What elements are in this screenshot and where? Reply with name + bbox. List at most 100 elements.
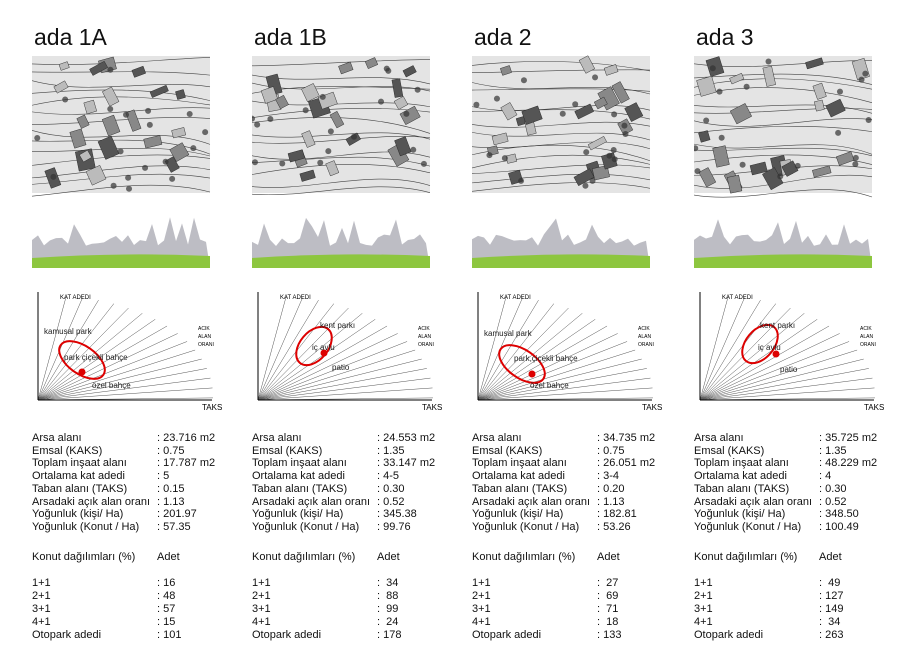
tree xyxy=(142,164,149,171)
contour xyxy=(32,107,211,115)
contour xyxy=(32,117,211,125)
zone-label: kent parkı xyxy=(320,321,355,330)
stat-row: Yoğunluk (Konut / Ha): 53.26 xyxy=(472,520,631,533)
density-diagram: KAKS TAKS KAT ADEDI ACIK ALAN ORANI kamusal pa… xyxy=(32,291,222,412)
zone-label: park,çiçekli bahçe xyxy=(514,354,578,363)
ray xyxy=(477,368,647,401)
column-title: ada 1A xyxy=(34,24,107,50)
building xyxy=(171,127,187,139)
stat-row: Arsa alanı: 35.725 m2 xyxy=(694,432,877,444)
distribution-row: Otopark adedi: 263 xyxy=(694,629,843,641)
tree xyxy=(606,152,613,159)
zone-dot xyxy=(78,368,86,376)
contour xyxy=(694,118,873,127)
tree xyxy=(794,162,801,169)
ray xyxy=(699,325,830,401)
building xyxy=(578,55,596,74)
building xyxy=(611,81,630,104)
tree xyxy=(610,147,617,154)
contour xyxy=(472,173,651,184)
tree xyxy=(317,159,324,166)
stat-row-label: Emsal (KAKS) xyxy=(472,444,543,457)
ray xyxy=(37,349,196,401)
y-axis-label: KAKS xyxy=(32,291,34,310)
tree xyxy=(777,173,784,180)
contour xyxy=(694,174,873,189)
x-axis-label: TAKS xyxy=(642,403,662,412)
ray xyxy=(477,299,539,401)
stat-row-label: Yoğunluk (kişi/ Ha) xyxy=(694,508,786,521)
stat-row: Ortalama kat adedi: 4 xyxy=(694,470,831,482)
stat-row-label: Taban alanı (TAKS) xyxy=(472,482,568,495)
stat-row-value: : 100.49 xyxy=(819,520,859,533)
distribution-row: Otopark adedi: 178 xyxy=(252,629,401,641)
contour xyxy=(32,184,211,197)
stat-row-label: Yoğunluk (Konut / Ha) xyxy=(472,520,580,533)
stat-row: Arsa alanı: 23.716 m2 xyxy=(32,432,215,444)
tree xyxy=(302,107,309,114)
stat-row: Ortalama kat adedi: 5 xyxy=(32,470,169,482)
distribution-row-label: 4+1 xyxy=(694,616,713,628)
tree xyxy=(403,110,410,117)
zone-ellipse xyxy=(58,340,106,380)
ray xyxy=(699,333,840,401)
stat-row-value: : 0.52 xyxy=(819,495,847,508)
building xyxy=(299,169,316,182)
distribution-row-label: 1+1 xyxy=(472,577,491,589)
tree xyxy=(493,95,500,102)
distribution-header: Konut dağılımları (%) Adet xyxy=(252,551,400,563)
building xyxy=(164,156,180,173)
distribution-row-label: 2+1 xyxy=(32,590,51,602)
building xyxy=(131,65,147,78)
top-axis-label: KAT ADEDI xyxy=(722,295,753,301)
distribution-row: Otopark adedi: 133 xyxy=(472,629,621,641)
building xyxy=(729,72,745,85)
contour xyxy=(32,57,211,65)
stat-row-value: : 17.787 m2 xyxy=(157,457,216,470)
tree xyxy=(125,174,132,181)
ray xyxy=(477,341,628,401)
contour xyxy=(32,80,211,88)
tree xyxy=(694,145,699,152)
ray xyxy=(477,333,618,401)
building xyxy=(260,86,279,104)
tree xyxy=(325,148,332,155)
distribution-row-value: : 27 xyxy=(597,577,619,589)
stat-row-label: Arsadaki açık alan oranı xyxy=(472,495,591,508)
zone-label: kent parkı xyxy=(760,321,795,330)
tree xyxy=(50,173,57,180)
density-diagram: KAKS TAKS KAT ADEDI ACIK ALAN ORANI kent parkı… xyxy=(694,291,884,412)
distribution-row-label: 1+1 xyxy=(252,577,271,589)
tree xyxy=(611,156,618,163)
contour xyxy=(252,178,431,188)
contour xyxy=(694,189,873,198)
distribution-header-label: Konut dağılımları (%) xyxy=(252,551,356,563)
stat-row-value: : 48.229 m2 xyxy=(819,457,878,470)
ray xyxy=(699,387,875,401)
ray xyxy=(699,341,850,401)
tree xyxy=(862,70,869,77)
ray xyxy=(257,313,363,401)
building xyxy=(102,86,120,107)
zone-label: patio xyxy=(332,363,350,372)
distribution-header: Konut dağılımları (%) Adet xyxy=(472,551,620,563)
building xyxy=(729,103,753,125)
stat-row-label: Emsal (KAKS) xyxy=(252,444,323,457)
building xyxy=(491,132,509,146)
ray xyxy=(477,313,583,401)
stat-row: Emsal (KAKS): 0.75 xyxy=(472,444,625,457)
x-axis-label: TAKS xyxy=(864,403,884,412)
ray xyxy=(257,299,319,401)
distribution-row-label: 3+1 xyxy=(252,603,271,615)
building xyxy=(143,135,163,149)
distribution-row: 2+1: 69 xyxy=(472,590,618,602)
tree xyxy=(739,161,746,168)
ray xyxy=(37,333,178,401)
ray xyxy=(257,349,416,401)
stat-row-value: : 0.30 xyxy=(377,482,405,495)
building xyxy=(301,83,320,102)
distribution-row-value: : 24 xyxy=(377,616,399,628)
building xyxy=(83,99,98,115)
distribution-row-label: Otopark adedi xyxy=(472,629,542,641)
stat-row: Yoğunluk (kişi/ Ha): 345.38 xyxy=(252,508,417,520)
